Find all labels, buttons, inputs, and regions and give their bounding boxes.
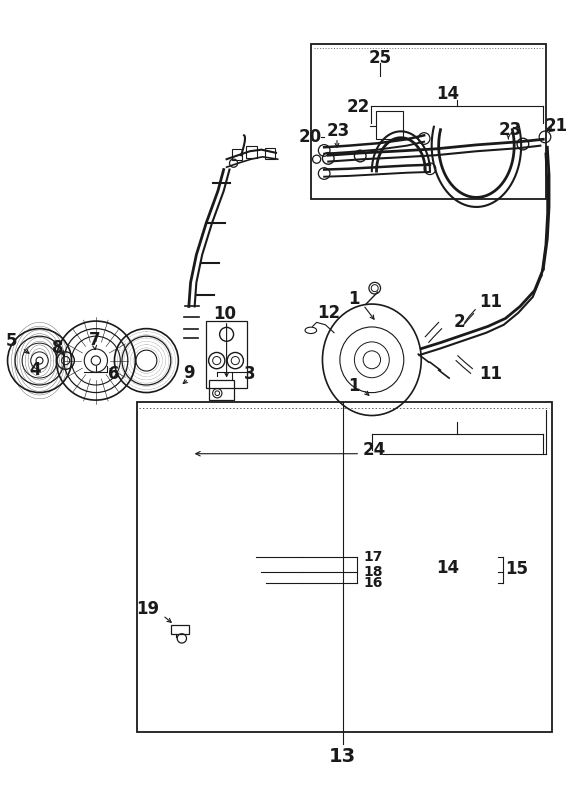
Text: 8: 8	[52, 339, 64, 357]
Text: 16: 16	[363, 576, 382, 591]
Text: 4: 4	[29, 361, 41, 379]
Bar	[232, 149, 242, 160]
Text: 1: 1	[349, 377, 360, 395]
Bar	[246, 146, 257, 158]
Bar	[206, 321, 247, 388]
Text: 12: 12	[317, 304, 340, 322]
Text: 11: 11	[479, 294, 503, 311]
Text: 3: 3	[244, 365, 256, 383]
Text: 14: 14	[436, 559, 459, 577]
Text: 1: 1	[349, 290, 360, 307]
Text: 2: 2	[453, 314, 465, 331]
Bar	[171, 625, 189, 634]
Text: 5: 5	[6, 332, 17, 349]
Text: 24: 24	[363, 441, 386, 458]
Text: 21: 21	[545, 117, 568, 135]
Text: 11: 11	[479, 365, 503, 383]
Text: 10: 10	[213, 306, 236, 323]
Text: 19: 19	[137, 600, 160, 618]
Text: 6: 6	[107, 365, 119, 383]
Bar	[311, 44, 546, 199]
Text: 15: 15	[505, 560, 529, 578]
Text: 22: 22	[346, 99, 370, 116]
Text: 18: 18	[363, 564, 383, 579]
Text: 7: 7	[89, 331, 101, 349]
Text: 14: 14	[436, 85, 459, 103]
Bar	[209, 380, 234, 400]
Text: 9: 9	[183, 364, 195, 381]
Bar	[376, 111, 403, 139]
Text: 23: 23	[327, 123, 350, 140]
Text: 13: 13	[329, 747, 356, 766]
Text: 23: 23	[498, 121, 522, 139]
Bar	[265, 148, 275, 159]
Text: 25: 25	[368, 49, 392, 67]
Bar	[137, 402, 552, 732]
Text: 20: 20	[298, 128, 321, 146]
Text: 17: 17	[363, 550, 382, 564]
